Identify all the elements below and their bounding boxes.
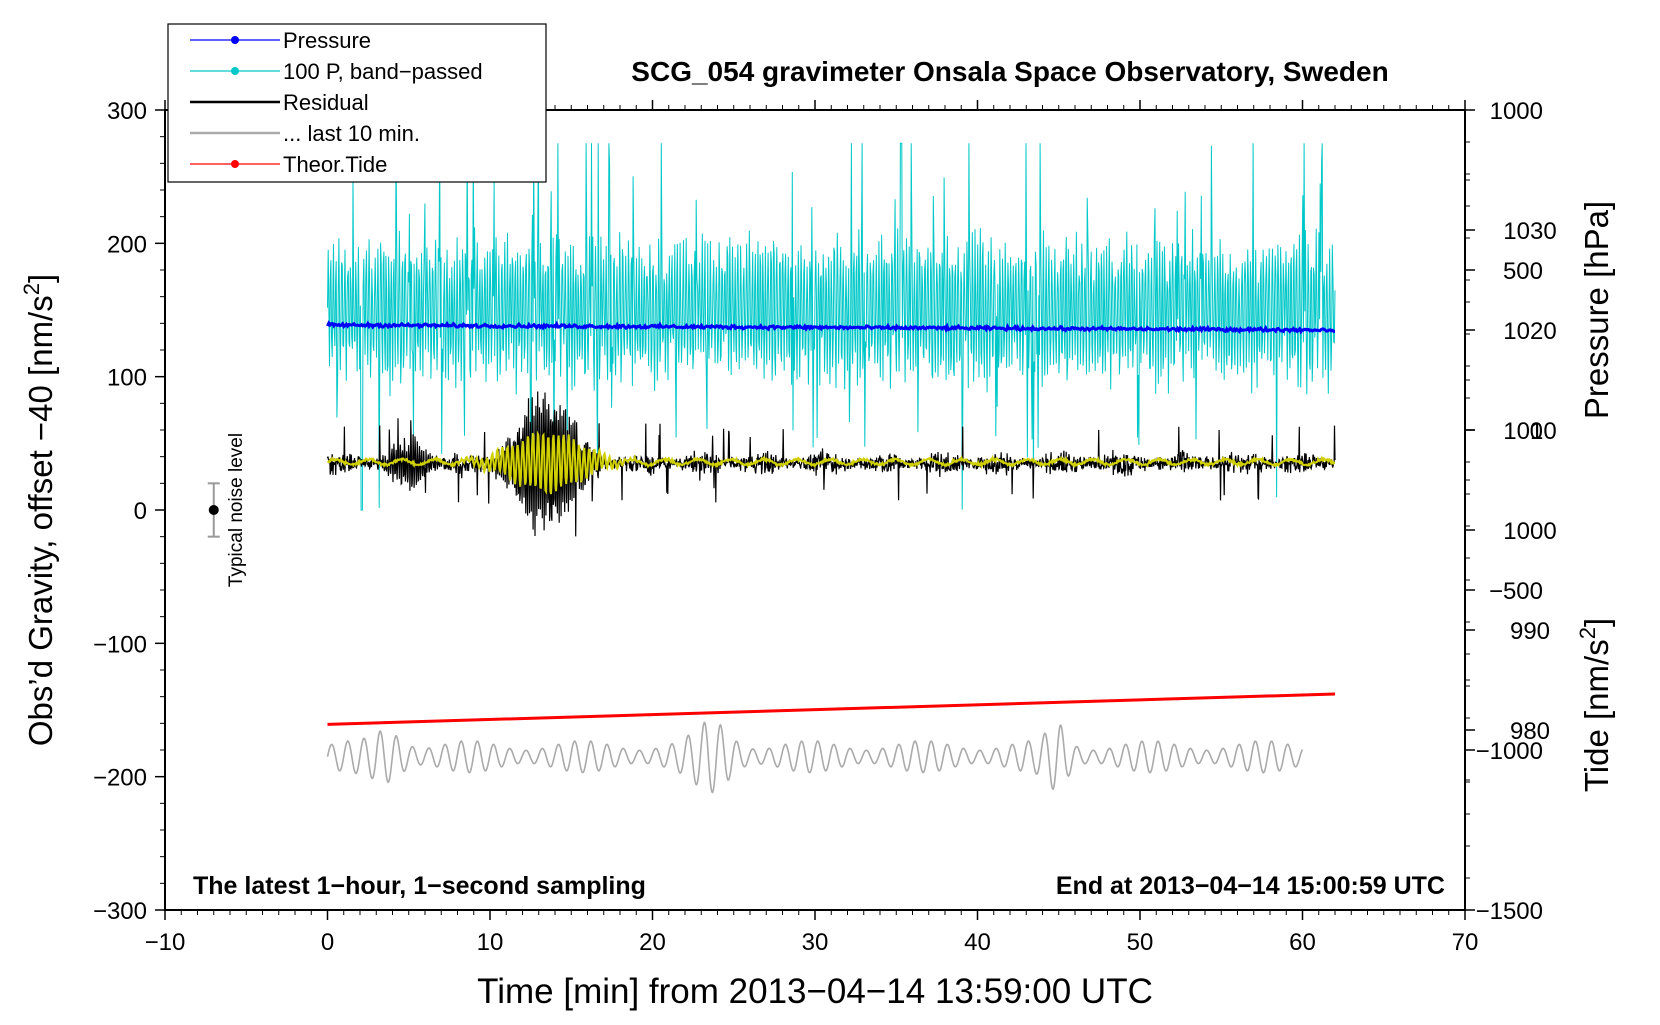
- y-axis-label-tide-close: ]: [1578, 618, 1615, 627]
- x-tick-label: 50: [1127, 929, 1154, 956]
- series-pressure-line: [326, 320, 1335, 335]
- y-axis-label-tide: Tide [nm/s2]: [1575, 618, 1615, 792]
- series-layer: [326, 142, 1336, 794]
- annotation-sampling: The latest 1−hour, 1−second sampling: [193, 872, 646, 900]
- legend-marker-0: [231, 36, 239, 44]
- y-axis-label-tide-main: Tide [nm/s: [1578, 639, 1615, 792]
- legend-label-4: Theor.Tide: [283, 152, 387, 177]
- y-tick-label: 0: [134, 498, 147, 525]
- tide-tick-label: −500: [1489, 578, 1543, 605]
- x-tick-label: −10: [145, 929, 186, 956]
- pressure-tick-label: 1000: [1503, 518, 1556, 545]
- pressure-tick-label: 990: [1510, 618, 1550, 645]
- noise-bar: [207, 482, 220, 538]
- legend-label-0: Pressure: [283, 28, 371, 53]
- y-axis-label-left-main: Obs’d Gravity, offset −40 [nm/s: [22, 295, 59, 746]
- legend-label-1: 100 P, band−passed: [283, 59, 483, 84]
- y-axis-label-left-close: ]: [22, 274, 59, 283]
- y-axis-label-tide-sup: 2: [1575, 627, 1600, 639]
- legend-marker-4: [231, 160, 239, 168]
- noise-level-label: Typical noise level: [226, 433, 247, 587]
- pressure-tick-label: 1020: [1503, 318, 1556, 345]
- x-axis-label: Time [min] from 2013−04−14 13:59:00 UTC: [477, 972, 1153, 1011]
- y-tick-label: −300: [93, 898, 147, 925]
- series-last10min-line: [326, 721, 1304, 794]
- y-tick-label: 100: [107, 365, 147, 392]
- tide-tick-label: 0: [1530, 418, 1543, 445]
- x-tick-label: 10: [477, 929, 504, 956]
- legend: Pressure 100 P, band−passed Residual ... la…: [167, 23, 547, 183]
- legend-label-2: Residual: [283, 90, 369, 115]
- x-tick-label: 30: [802, 929, 829, 956]
- legend-label-3: ... last 10 min.: [283, 121, 420, 146]
- x-tick-label: 60: [1289, 929, 1316, 956]
- pressure-tick-label: 1010: [1503, 418, 1556, 445]
- y-axis-label-left-sup: 2: [19, 283, 44, 295]
- series-residual-smoothed-line: [327, 430, 1336, 495]
- tide-tick-label: −1000: [1476, 738, 1543, 765]
- y-tick-label: 200: [107, 231, 147, 258]
- chart-title: SCG_054 gravimeter Onsala Space Observat…: [631, 56, 1388, 87]
- x-tick-label: 20: [639, 929, 666, 956]
- x-tick-label: 40: [964, 929, 991, 956]
- x-tick-label: 70: [1452, 929, 1479, 956]
- annotation-end-time: End at 2013−04−14 15:00:59 UTC: [1056, 872, 1445, 900]
- pressure-tick-label: 980: [1510, 718, 1550, 745]
- y-tick-label: −200: [93, 765, 147, 792]
- y-tick-label: 300: [107, 98, 147, 125]
- legend-entries: Pressure 100 P, band−passed Residual ... la…: [190, 28, 483, 177]
- legend-marker-1: [231, 67, 239, 75]
- noise-bar-center-dot: [208, 505, 219, 515]
- x-tick-label: 0: [321, 929, 334, 956]
- series-bandpassed-line: [327, 142, 1336, 511]
- y-axis-label-pressure: Pressure [hPa]: [1578, 201, 1615, 419]
- pressure-tick-label: 1030: [1503, 218, 1556, 245]
- tide-tick-label: 1000: [1490, 98, 1543, 125]
- y-tick-label: −100: [93, 631, 147, 658]
- series-tide-line: [327, 692, 1336, 726]
- axis-layer: −10 0 10 20 30 40 50 60 703002001000−100−200−300…: [93, 98, 1557, 956]
- plot-frame: [164, 109, 1466, 911]
- tide-tick-label: −1500: [1476, 898, 1543, 925]
- tide-tick-label: 500: [1503, 258, 1543, 285]
- y-axis-label-left: Obs’d Gravity, offset −40 [nm/s2]: [19, 274, 59, 746]
